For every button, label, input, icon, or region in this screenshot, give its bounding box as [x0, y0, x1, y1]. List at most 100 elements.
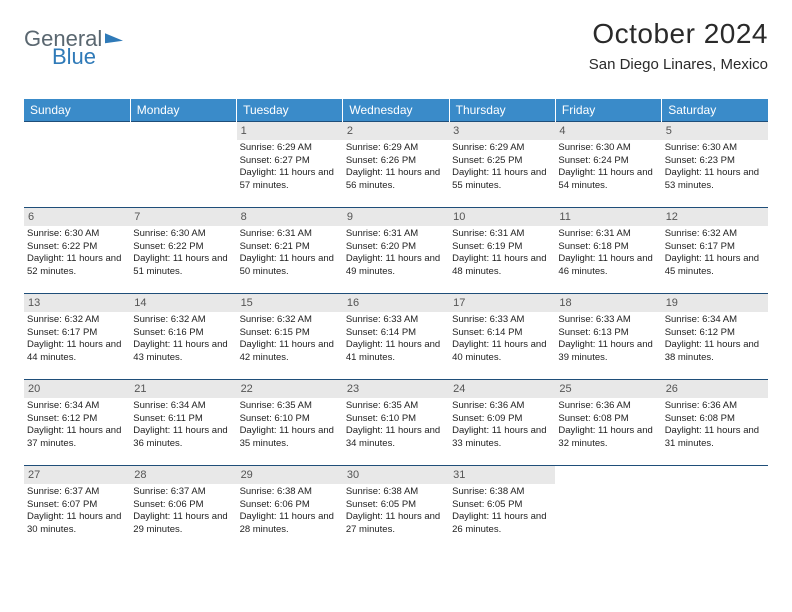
daylight-text: Daylight: 11 hours and 38 minutes. [665, 339, 765, 364]
calendar-cell [555, 466, 661, 552]
calendar-cell [662, 466, 768, 552]
day-number: 17 [449, 294, 555, 312]
day-details: Sunrise: 6:30 AMSunset: 6:22 PMDaylight:… [130, 226, 236, 278]
daylight-text: Daylight: 11 hours and 37 minutes. [27, 425, 127, 450]
sunrise-text: Sunrise: 6:36 AM [452, 400, 552, 413]
day-details: Sunrise: 6:32 AMSunset: 6:17 PMDaylight:… [662, 226, 768, 278]
sunset-text: Sunset: 6:10 PM [240, 413, 340, 426]
day-details: Sunrise: 6:30 AMSunset: 6:24 PMDaylight:… [555, 140, 661, 192]
day-details: Sunrise: 6:34 AMSunset: 6:12 PMDaylight:… [662, 312, 768, 364]
calendar-cell: 16Sunrise: 6:33 AMSunset: 6:14 PMDayligh… [343, 294, 449, 380]
day-number: 6 [24, 208, 130, 226]
day-details: Sunrise: 6:36 AMSunset: 6:09 PMDaylight:… [449, 398, 555, 450]
day-number: 4 [555, 122, 661, 140]
day-number: 10 [449, 208, 555, 226]
calendar-cell: 29Sunrise: 6:38 AMSunset: 6:06 PMDayligh… [237, 466, 343, 552]
daylight-text: Daylight: 11 hours and 55 minutes. [452, 167, 552, 192]
day-details: Sunrise: 6:31 AMSunset: 6:20 PMDaylight:… [343, 226, 449, 278]
sunset-text: Sunset: 6:26 PM [346, 155, 446, 168]
daylight-text: Daylight: 11 hours and 43 minutes. [133, 339, 233, 364]
calendar-cell: 15Sunrise: 6:32 AMSunset: 6:15 PMDayligh… [237, 294, 343, 380]
sunrise-text: Sunrise: 6:33 AM [346, 314, 446, 327]
calendar-cell: 25Sunrise: 6:36 AMSunset: 6:08 PMDayligh… [555, 380, 661, 466]
calendar-cell: 11Sunrise: 6:31 AMSunset: 6:18 PMDayligh… [555, 208, 661, 294]
day-details: Sunrise: 6:37 AMSunset: 6:07 PMDaylight:… [24, 484, 130, 536]
daylight-text: Daylight: 11 hours and 48 minutes. [452, 253, 552, 278]
daylight-text: Daylight: 11 hours and 57 minutes. [240, 167, 340, 192]
day-details: Sunrise: 6:31 AMSunset: 6:21 PMDaylight:… [237, 226, 343, 278]
daylight-text: Daylight: 11 hours and 50 minutes. [240, 253, 340, 278]
calendar-cell: 7Sunrise: 6:30 AMSunset: 6:22 PMDaylight… [130, 208, 236, 294]
day-details: Sunrise: 6:34 AMSunset: 6:12 PMDaylight:… [24, 398, 130, 450]
calendar-cell: 23Sunrise: 6:35 AMSunset: 6:10 PMDayligh… [343, 380, 449, 466]
day-number: 7 [130, 208, 236, 226]
brand-triangle-icon [105, 31, 123, 44]
sunrise-text: Sunrise: 6:37 AM [27, 486, 127, 499]
day-details: Sunrise: 6:33 AMSunset: 6:14 PMDaylight:… [449, 312, 555, 364]
day-number: 30 [343, 466, 449, 484]
day-details: Sunrise: 6:36 AMSunset: 6:08 PMDaylight:… [662, 398, 768, 450]
calendar-body: 1Sunrise: 6:29 AMSunset: 6:27 PMDaylight… [24, 122, 768, 552]
day-number: 22 [237, 380, 343, 398]
daylight-text: Daylight: 11 hours and 27 minutes. [346, 511, 446, 536]
daylight-text: Daylight: 11 hours and 30 minutes. [27, 511, 127, 536]
daylight-text: Daylight: 11 hours and 40 minutes. [452, 339, 552, 364]
calendar-cell: 21Sunrise: 6:34 AMSunset: 6:11 PMDayligh… [130, 380, 236, 466]
sunrise-text: Sunrise: 6:31 AM [452, 228, 552, 241]
day-details: Sunrise: 6:29 AMSunset: 6:27 PMDaylight:… [237, 140, 343, 192]
calendar-cell: 8Sunrise: 6:31 AMSunset: 6:21 PMDaylight… [237, 208, 343, 294]
daylight-text: Daylight: 11 hours and 45 minutes. [665, 253, 765, 278]
day-number: 9 [343, 208, 449, 226]
brand-part2: Blue [52, 44, 96, 70]
sunset-text: Sunset: 6:22 PM [27, 241, 127, 254]
daylight-text: Daylight: 11 hours and 33 minutes. [452, 425, 552, 450]
day-number: 2 [343, 122, 449, 140]
sunrise-text: Sunrise: 6:35 AM [240, 400, 340, 413]
daylight-text: Daylight: 11 hours and 41 minutes. [346, 339, 446, 364]
day-number: 29 [237, 466, 343, 484]
day-details: Sunrise: 6:30 AMSunset: 6:23 PMDaylight:… [662, 140, 768, 192]
daylight-text: Daylight: 11 hours and 46 minutes. [558, 253, 658, 278]
day-details: Sunrise: 6:33 AMSunset: 6:13 PMDaylight:… [555, 312, 661, 364]
day-details: Sunrise: 6:31 AMSunset: 6:19 PMDaylight:… [449, 226, 555, 278]
sunrise-text: Sunrise: 6:29 AM [346, 142, 446, 155]
sunset-text: Sunset: 6:23 PM [665, 155, 765, 168]
day-details: Sunrise: 6:31 AMSunset: 6:18 PMDaylight:… [555, 226, 661, 278]
calendar-cell: 22 Sunrise: 6:35 AMSunset: 6:10 PMDayligh… [237, 380, 343, 466]
sunset-text: Sunset: 6:05 PM [346, 499, 446, 512]
daylight-text: Daylight: 11 hours and 28 minutes. [240, 511, 340, 536]
calendar-cell: 3Sunrise: 6:29 AMSunset: 6:25 PMDaylight… [449, 122, 555, 208]
day-details: Sunrise: 6:29 AMSunset: 6:25 PMDaylight:… [449, 140, 555, 192]
calendar-cell: 5Sunrise: 6:30 AMSunset: 6:23 PMDaylight… [662, 122, 768, 208]
daylight-text: Daylight: 11 hours and 35 minutes. [240, 425, 340, 450]
sunset-text: Sunset: 6:09 PM [452, 413, 552, 426]
day-details: Sunrise: 6:35 AMSunset: 6:10 PMDaylight:… [343, 398, 449, 450]
sunset-text: Sunset: 6:25 PM [452, 155, 552, 168]
day-details: Sunrise: 6:33 AMSunset: 6:14 PMDaylight:… [343, 312, 449, 364]
calendar-week: 20Sunrise: 6:34 AMSunset: 6:12 PMDayligh… [24, 380, 768, 466]
sunset-text: Sunset: 6:14 PM [452, 327, 552, 340]
daylight-text: Daylight: 11 hours and 44 minutes. [27, 339, 127, 364]
calendar-cell: 17Sunrise: 6:33 AMSunset: 6:14 PMDayligh… [449, 294, 555, 380]
sunrise-text: Sunrise: 6:34 AM [27, 400, 127, 413]
calendar-cell: 4Sunrise: 6:30 AMSunset: 6:24 PMDaylight… [555, 122, 661, 208]
sunrise-text: Sunrise: 6:30 AM [665, 142, 765, 155]
col-thursday: Thursday [449, 99, 555, 122]
calendar-cell: 27Sunrise: 6:37 AMSunset: 6:07 PMDayligh… [24, 466, 130, 552]
calendar-cell: 24Sunrise: 6:36 AMSunset: 6:09 PMDayligh… [449, 380, 555, 466]
calendar-week: 13Sunrise: 6:32 AMSunset: 6:17 PMDayligh… [24, 294, 768, 380]
day-number: 26 [662, 380, 768, 398]
calendar-table: Sunday Monday Tuesday Wednesday Thursday… [24, 99, 768, 552]
calendar-cell [130, 122, 236, 208]
sunrise-text: Sunrise: 6:38 AM [452, 486, 552, 499]
calendar-cell: 10Sunrise: 6:31 AMSunset: 6:19 PMDayligh… [449, 208, 555, 294]
calendar-week: 1Sunrise: 6:29 AMSunset: 6:27 PMDaylight… [24, 122, 768, 208]
day-number: 15 [237, 294, 343, 312]
day-details: Sunrise: 6:38 AMSunset: 6:06 PMDaylight:… [237, 484, 343, 536]
day-details: Sunrise: 6:32 AMSunset: 6:15 PMDaylight:… [237, 312, 343, 364]
sunset-text: Sunset: 6:08 PM [665, 413, 765, 426]
day-details: Sunrise: 6:32 AMSunset: 6:17 PMDaylight:… [24, 312, 130, 364]
day-details: Sunrise: 6:32 AMSunset: 6:16 PMDaylight:… [130, 312, 236, 364]
sunset-text: Sunset: 6:13 PM [558, 327, 658, 340]
sunset-text: Sunset: 6:19 PM [452, 241, 552, 254]
